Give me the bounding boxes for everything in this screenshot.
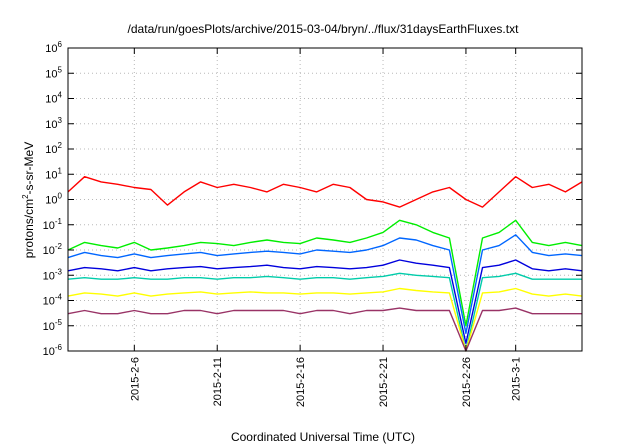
series-line-0 <box>67 175 583 208</box>
grid <box>68 48 582 351</box>
y-tick-label: 10-5 <box>43 318 63 333</box>
x-tick-label: 2015-2-11 <box>212 357 224 406</box>
x-tick-label: 2015-2-21 <box>378 357 390 407</box>
series-line-1 <box>67 219 583 327</box>
series-layer <box>67 175 583 352</box>
y-tick-label: 100 <box>45 192 62 207</box>
y-tick-label: 103 <box>45 116 62 131</box>
series-line-3 <box>67 259 583 345</box>
x-axis-title: Coordinated Universal Time (UTC) <box>231 430 415 444</box>
y-tick-label: 10-2 <box>43 242 63 257</box>
y-axis-title: protons/cm2-s-sr-MeV <box>21 142 36 258</box>
x-tick-label: 2015-2-6 <box>129 357 141 401</box>
x-tick-label: 2015-3-1 <box>511 357 523 401</box>
y-tick-labels: 10-6 10-5 10-4 10-3 10-2 10-1 100 101 102 103 104 1… <box>43 40 63 358</box>
y-tick-label: 10-6 <box>43 343 63 358</box>
chart-title: /data/run/goesPlots/archive/2015-03-04/b… <box>128 22 520 36</box>
y-axis-title-pre: protons/cm <box>22 199 36 258</box>
series-line-2 <box>67 234 583 335</box>
y-tick-label: 101 <box>45 166 62 181</box>
series-line-6 <box>67 307 582 352</box>
y-tick-label: 106 <box>45 40 62 55</box>
series-line-4 <box>67 272 582 352</box>
x-tick-label: 2015-2-26 <box>461 357 473 407</box>
y-tick-label: 10-4 <box>43 293 63 308</box>
ticks <box>68 47 582 352</box>
x-tick-label: 2015-2-16 <box>295 357 307 407</box>
y-axis-title-sup: 2 <box>21 194 30 199</box>
y-axis-title-post: -s-sr-MeV <box>22 142 36 195</box>
y-tick-label: 102 <box>45 141 62 156</box>
series-line-5 <box>67 287 583 352</box>
y-tick-label: 10-3 <box>43 267 63 282</box>
y-tick-label: 105 <box>45 65 62 80</box>
y-tick-label: 10-1 <box>43 217 63 232</box>
y-tick-label: 104 <box>45 91 62 106</box>
x-tick-labels: 2015-2-6 2015-2-11 2015-2-16 2015-2-21 2015-… <box>129 357 522 407</box>
